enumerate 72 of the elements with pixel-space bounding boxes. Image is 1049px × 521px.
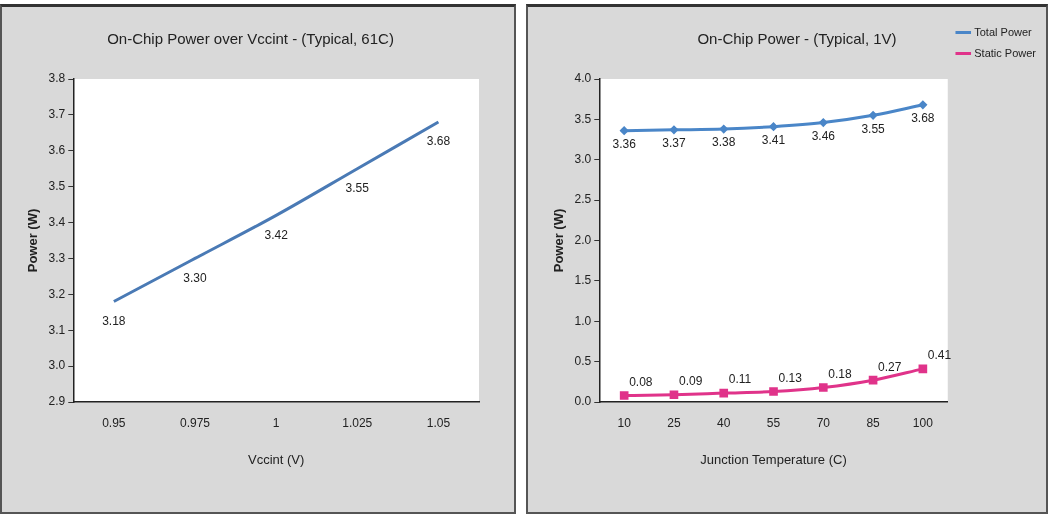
y-tick-label: 0.5 (574, 353, 592, 368)
y-tick-label: 0.0 (574, 394, 592, 409)
point (719, 125, 728, 134)
point (619, 391, 629, 400)
data-label: 0.09 (678, 374, 703, 389)
x-tick-label: 85 (866, 415, 881, 430)
point (669, 390, 679, 400)
x-tick-label: 10 (617, 415, 632, 430)
point (868, 375, 878, 385)
data-label: 3.37 (662, 136, 686, 151)
y-axis-title: Power (W) (25, 208, 41, 273)
data-label: 3.42 (264, 227, 289, 242)
point (918, 100, 927, 109)
x-axis-title: Junction Temperature (C) (700, 451, 847, 467)
y-tick-label: 1.5 (574, 273, 592, 288)
data-label: 3.68 (426, 134, 451, 149)
data-label: 3.38 (712, 135, 736, 150)
chart-title: On-Chip Power - (Typical, 1V) (697, 30, 897, 48)
data-label: 3.41 (761, 132, 786, 147)
data-label: 0.18 (828, 366, 852, 381)
point (818, 383, 828, 392)
point (819, 118, 828, 127)
y-tick-label: 3.1 (48, 322, 66, 337)
x-tick-label: 1.025 (342, 415, 373, 430)
data-label: 3.36 (612, 136, 637, 151)
y-tick-label: 2.9 (48, 394, 66, 409)
data-label: 3.55 (345, 181, 370, 196)
data-label: 3.18 (102, 313, 126, 328)
y-tick-label: 3.5 (48, 178, 66, 193)
data-label: 0.41 (927, 348, 952, 363)
data-label: 0.27 (878, 359, 902, 374)
data-label: 3.68 (911, 111, 935, 126)
chart-title: On-Chip Power over Vccint - (Typical, 61C) (107, 30, 394, 48)
y-tick-label: 3.8 (48, 71, 66, 86)
y-tick-label: 3.2 (48, 286, 66, 301)
x-tick-label: 0.975 (179, 415, 211, 430)
x-tick-label: 55 (766, 415, 781, 430)
y-tick-label: 3.0 (574, 152, 592, 167)
y-tick-label: 2.0 (574, 232, 592, 247)
point (869, 111, 878, 120)
x-tick-label: 40 (717, 415, 731, 430)
point (769, 122, 778, 131)
y-tick-label: 3.7 (48, 107, 66, 122)
x-tick-label: 1 (272, 415, 280, 430)
y-tick-label: 3.3 (48, 250, 66, 265)
point (769, 387, 778, 396)
y-tick-label: 2.5 (574, 192, 592, 207)
x-tick-label: 100 (912, 415, 934, 430)
y-tick-label: 3.5 (574, 111, 592, 126)
x-tick-label: 1.05 (426, 415, 451, 430)
legend-label: Total Power (974, 25, 1033, 38)
x-axis-title: Vccint (V) (247, 451, 305, 467)
x-tick-label: 0.95 (102, 415, 126, 430)
legend-label: Static Power (974, 46, 1037, 59)
point (918, 364, 928, 374)
point (620, 126, 629, 135)
y-tick-label: 4.0 (574, 71, 592, 86)
data-label: 3.30 (183, 270, 207, 285)
point (719, 388, 729, 398)
y-tick-label: 1.0 (574, 313, 592, 328)
y-axis-title: Power (W) (551, 208, 567, 273)
y-tick-label: 3.0 (48, 358, 66, 373)
data-label: 3.55 (861, 121, 886, 136)
x-tick-label: 70 (816, 415, 831, 430)
y-tick-label: 3.6 (48, 143, 66, 158)
data-label: 0.13 (778, 370, 803, 385)
data-label: 0.08 (629, 374, 653, 389)
data-label: 0.11 (728, 372, 752, 387)
point (669, 125, 678, 134)
y-tick-label: 3.4 (48, 214, 66, 229)
x-tick-label: 25 (667, 415, 681, 430)
data-label: 3.46 (811, 128, 836, 143)
